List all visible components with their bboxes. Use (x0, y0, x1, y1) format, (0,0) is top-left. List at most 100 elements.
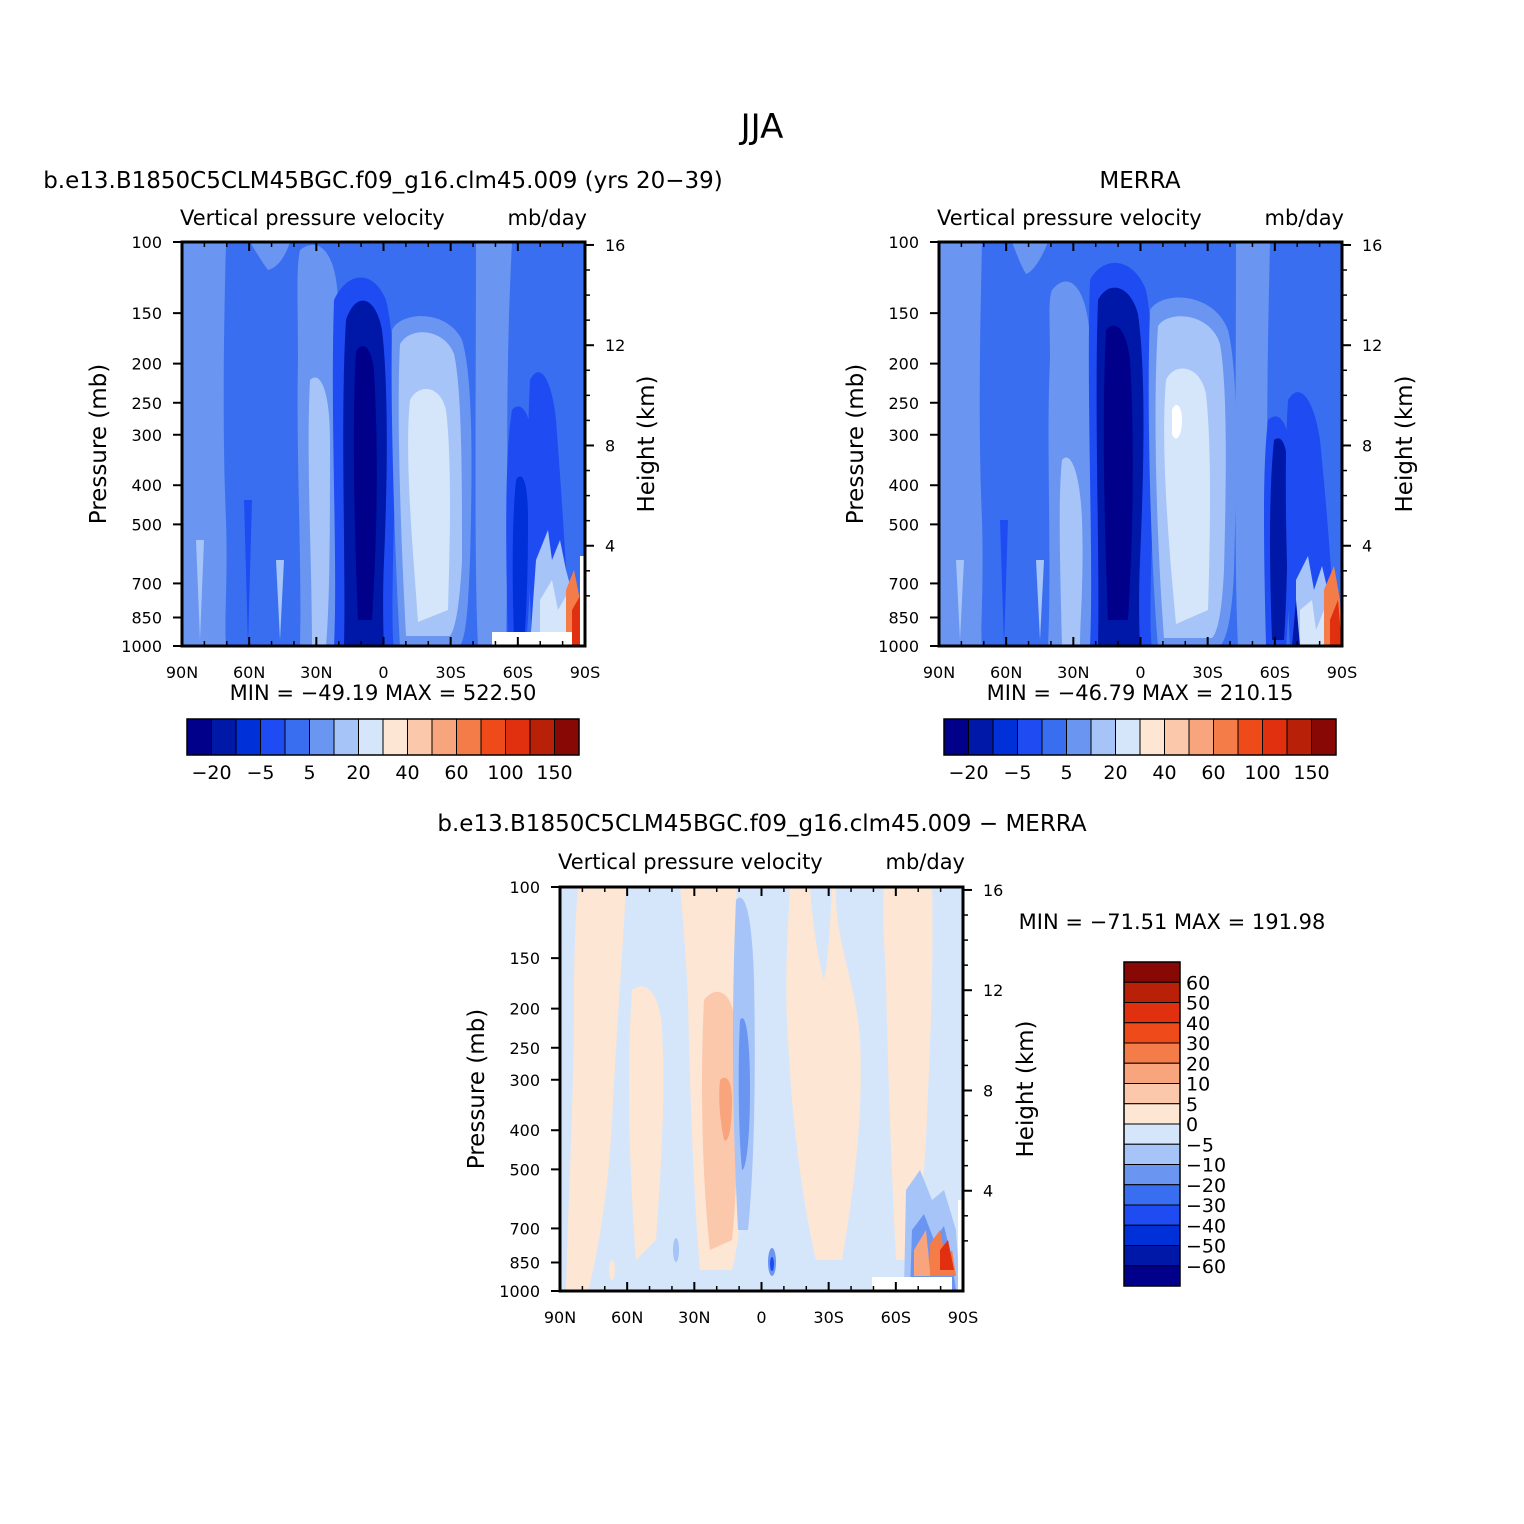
colorbar-frame-obs (943, 718, 1337, 756)
ylabel-obs: Pressure (mb) (843, 364, 869, 524)
ylabel-model: Pressure (mb) (86, 364, 112, 524)
colorbar-frame-diff (1123, 961, 1181, 1287)
y-right-tick-label-diff: 12 (983, 981, 1003, 1000)
variable-label-obs: Vertical pressure velocity (937, 206, 1202, 230)
colorbar-label-diff: −10 (1186, 1155, 1226, 1177)
colorbar-swatch-diff (1123, 1143, 1181, 1165)
colorbar-label-diff: −30 (1186, 1195, 1226, 1217)
y-tick-label-diff: 500 (509, 1160, 540, 1179)
colorbar-label-diff: −5 (1186, 1134, 1214, 1156)
colorbar-swatch-obs (1213, 718, 1239, 756)
y-tick-label-diff: 700 (509, 1219, 540, 1238)
colorbar-label-obs: 60 (1201, 762, 1225, 784)
colorbar-swatch-model (505, 718, 531, 756)
y-tick-label-obs: 850 (888, 608, 919, 627)
colorbar-swatch-diff (1123, 1042, 1181, 1064)
y-tick-label-model: 1000 (121, 637, 162, 656)
colorbar-label-obs: 40 (1152, 762, 1176, 784)
colorbar-swatch-diff (1123, 1083, 1181, 1105)
y-tick-label-obs: 300 (888, 426, 919, 445)
colorbar-swatch-obs (943, 718, 969, 756)
ylabel-right-diff: Height (km) (1013, 1020, 1039, 1157)
colorbar-label-obs: 150 (1293, 762, 1329, 784)
y-tick-label-diff: 100 (509, 878, 540, 897)
colorbar-label-diff: −60 (1186, 1256, 1226, 1278)
colorbar-swatch-obs (1237, 718, 1263, 756)
x-tick-label-obs: 60N (990, 663, 1022, 682)
y-tick-label-model: 850 (131, 608, 162, 627)
colorbar-swatch-obs (1017, 718, 1043, 756)
colorbar-label-model: 5 (303, 762, 315, 784)
colorbar-swatch-diff (1123, 1062, 1181, 1084)
colorbar-swatch-model (333, 718, 359, 756)
colorbar-frame-model (186, 718, 580, 756)
colorbar-label-diff: −40 (1186, 1215, 1226, 1237)
units-label-diff: mb/day (886, 850, 966, 874)
ylabel-right-model: Height (km) (634, 375, 660, 512)
colorbar-label-model: 60 (444, 762, 468, 784)
colorbar-swatch-model (309, 718, 335, 756)
x-tick-label-model: 60S (503, 663, 534, 682)
colorbar-label-diff: 40 (1186, 1013, 1210, 1035)
figure-title: JJA (739, 107, 784, 147)
variable-label-diff: Vertical pressure velocity (558, 850, 823, 874)
colorbar-swatch-obs (1066, 718, 1092, 756)
colorbar-swatch-model (260, 718, 286, 756)
y-right-tick-label-model: 16 (605, 236, 625, 255)
colorbar-swatch-obs (968, 718, 994, 756)
y-tick-label-obs: 150 (888, 304, 919, 323)
x-tick-label-obs: 0 (1135, 663, 1145, 682)
colorbar-swatch-diff (1123, 1022, 1181, 1044)
y-tick-label-obs: 250 (888, 394, 919, 413)
x-tick-label-model: 30N (300, 663, 332, 682)
ylabel-right-obs: Height (km) (1392, 375, 1418, 512)
x-tick-label-obs: 30N (1057, 663, 1089, 682)
colorbar-label-model: 40 (395, 762, 419, 784)
y-tick-label-model: 100 (131, 233, 162, 252)
y-tick-label-obs: 100 (888, 233, 919, 252)
y-tick-label-diff: 850 (509, 1253, 540, 1272)
x-tick-label-model: 30S (435, 663, 466, 682)
x-tick-label-diff: 60N (611, 1308, 643, 1327)
y-right-tick-label-obs: 4 (1362, 537, 1372, 556)
ylabel-diff: Pressure (mb) (464, 1009, 490, 1169)
colorbar-swatch-obs (1041, 718, 1067, 756)
colorbar-label-model: −20 (191, 762, 231, 784)
colorbar-swatch-model (211, 718, 237, 756)
colorbar-label-model: 150 (536, 762, 572, 784)
y-right-tick-label-obs: 16 (1362, 236, 1382, 255)
colorbar-swatch-obs (1090, 718, 1116, 756)
x-tick-label-obs: 60S (1260, 663, 1291, 682)
colorbar-label-model: −5 (246, 762, 274, 784)
colorbar-swatch-diff (1123, 981, 1181, 1003)
colorbar-label-obs: 5 (1060, 762, 1072, 784)
y-tick-label-model: 250 (131, 394, 162, 413)
contour-field-obs (939, 242, 1342, 646)
y-right-tick-label-obs: 12 (1362, 336, 1382, 355)
x-tick-label-diff: 30S (813, 1308, 844, 1327)
stats-diff: MIN = −71.51 MAX = 191.98 (1019, 910, 1326, 934)
colorbar-swatch-diff (1123, 1002, 1181, 1024)
colorbar-swatch-model (456, 718, 482, 756)
y-tick-label-model: 700 (131, 574, 162, 593)
colorbar-swatch-model (382, 718, 408, 756)
case-title-obs: MERRA (1099, 168, 1180, 194)
colorbar-swatch-diff (1123, 1245, 1181, 1267)
y-tick-label-model: 500 (131, 515, 162, 534)
x-tick-label-diff: 90N (544, 1308, 576, 1327)
y-tick-label-diff: 200 (509, 1000, 540, 1019)
y-tick-label-obs: 400 (888, 476, 919, 495)
y-right-tick-label-obs: 8 (1362, 436, 1372, 455)
colorbar-label-obs: 20 (1103, 762, 1127, 784)
colorbar-label-diff: 30 (1186, 1033, 1210, 1055)
stats-obs: MIN = −46.79 MAX = 210.15 (987, 681, 1294, 705)
colorbar-swatch-diff (1123, 1265, 1181, 1287)
colorbar-obs: −20 −5 5 20 40 60 100 150 (943, 718, 1337, 784)
colorbar-label-diff: 0 (1186, 1114, 1198, 1136)
y-tick-label-diff: 150 (509, 949, 540, 968)
y-tick-label-model: 200 (131, 355, 162, 374)
colorbar-swatch-obs (1139, 718, 1165, 756)
colorbar-swatch-diff (1123, 1103, 1181, 1125)
colorbar-swatch-model (480, 718, 506, 756)
